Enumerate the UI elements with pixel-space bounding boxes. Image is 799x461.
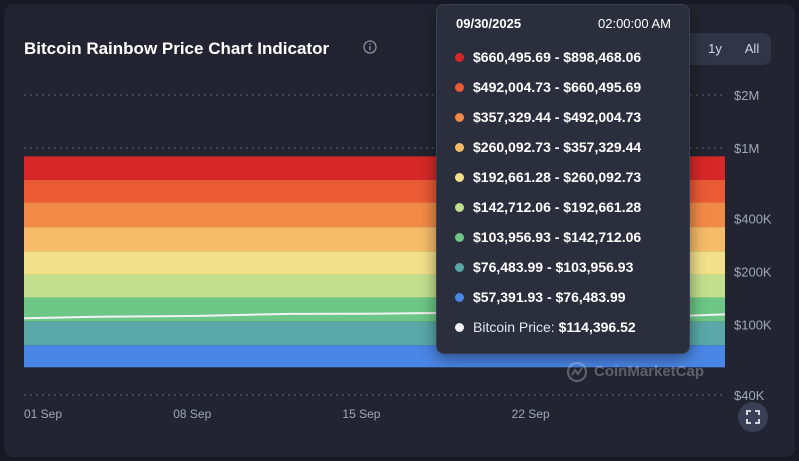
coinmarketcap-watermark: CoinMarketCap — [566, 361, 704, 385]
x-axis: 01 Sep 08 Sep 15 Sep 22 Sep — [24, 407, 550, 421]
y-axis: $2M $1M $400K $200K $100K $40K — [734, 88, 772, 403]
tooltip-price-row: Bitcoin Price: $114,396.52 — [455, 317, 636, 337]
fullscreen-button[interactable] — [738, 402, 768, 432]
y-tick-label: $200K — [734, 265, 772, 280]
band-dot — [455, 112, 464, 122]
watermark-text: CoinMarketCap — [594, 362, 705, 380]
tooltip-band-range: $192,661.28 - $260,092.73 — [473, 169, 642, 185]
price-dot — [455, 322, 464, 332]
y-tick-label: $1M — [734, 141, 759, 156]
range-button-1y[interactable]: 1y — [708, 41, 722, 56]
band-dot — [455, 172, 464, 182]
tooltip-band-row: $142,712.06 - $192,661.28 — [455, 197, 641, 217]
band-dot — [455, 52, 464, 62]
chart-card: Bitcoin Rainbow Price Chart Indicator d … — [4, 4, 795, 457]
y-tick-label: $2M — [734, 88, 759, 103]
info-icon[interactable] — [363, 40, 377, 54]
band-dot — [455, 262, 464, 272]
coinmarketcap-logo-icon — [566, 361, 588, 383]
x-tick-label: 08 Sep — [173, 407, 211, 421]
tooltip-band-row: $192,661.28 - $260,092.73 — [455, 167, 641, 187]
tooltip-band-range: $142,712.06 - $192,661.28 — [473, 199, 642, 215]
band-dot — [455, 292, 464, 302]
band-dot — [455, 82, 464, 92]
tooltip-band-range: $357,329.44 - $492,004.73 — [473, 109, 642, 125]
band-dot — [455, 142, 464, 152]
tooltip-band-row: $357,329.44 - $492,004.73 — [455, 107, 641, 127]
range-button-all[interactable]: All — [744, 41, 760, 56]
band-dot — [455, 202, 464, 212]
chart-title: Bitcoin Rainbow Price Chart Indicator — [24, 39, 330, 58]
tooltip-band-row: $660,495.69 - $898,468.06 — [455, 47, 641, 67]
tooltip-band-range: $57,391.93 - $76,483.99 — [473, 289, 626, 305]
tooltip-price-value: $114,396.52 — [558, 319, 636, 335]
tooltip-band-range: $103,956.93 - $142,712.06 — [473, 229, 642, 245]
tooltip-date: 09/30/2025 — [456, 16, 522, 31]
tooltip-band-row: $492,004.73 - $660,495.69 — [455, 77, 641, 97]
band-dot — [455, 232, 464, 242]
y-tick-label: $100K — [734, 318, 772, 333]
tooltip-band-row: $260,092.73 - $357,329.44 — [455, 137, 641, 157]
tooltip-band-row: $76,483.99 - $103,956.93 — [455, 257, 633, 277]
tooltip-time: 02:00:00 AM — [598, 16, 671, 31]
x-tick-label: 15 Sep — [342, 407, 380, 421]
y-tick-label: $40K — [734, 388, 765, 403]
tooltip-band-range: $260,092.73 - $357,329.44 — [473, 139, 642, 155]
tooltip-band-row: $57,391.93 - $76,483.99 — [455, 287, 626, 307]
x-tick-label: 22 Sep — [512, 407, 550, 421]
tooltip-band-range: $76,483.99 - $103,956.93 — [473, 259, 634, 275]
tooltip-band-row: $103,956.93 - $142,712.06 — [455, 227, 641, 247]
y-tick-label: $400K — [734, 211, 772, 226]
tooltip-price-label: Bitcoin Price: — [473, 319, 555, 335]
tooltip-band-range: $660,495.69 - $898,468.06 — [473, 49, 642, 65]
expand-icon — [746, 410, 760, 424]
tooltip-band-range: $492,004.73 - $660,495.69 — [473, 79, 642, 95]
chart-tooltip: 09/30/2025 02:00:00 AM $660,495.69 - $89… — [436, 4, 690, 354]
x-tick-label: 01 Sep — [24, 407, 62, 421]
